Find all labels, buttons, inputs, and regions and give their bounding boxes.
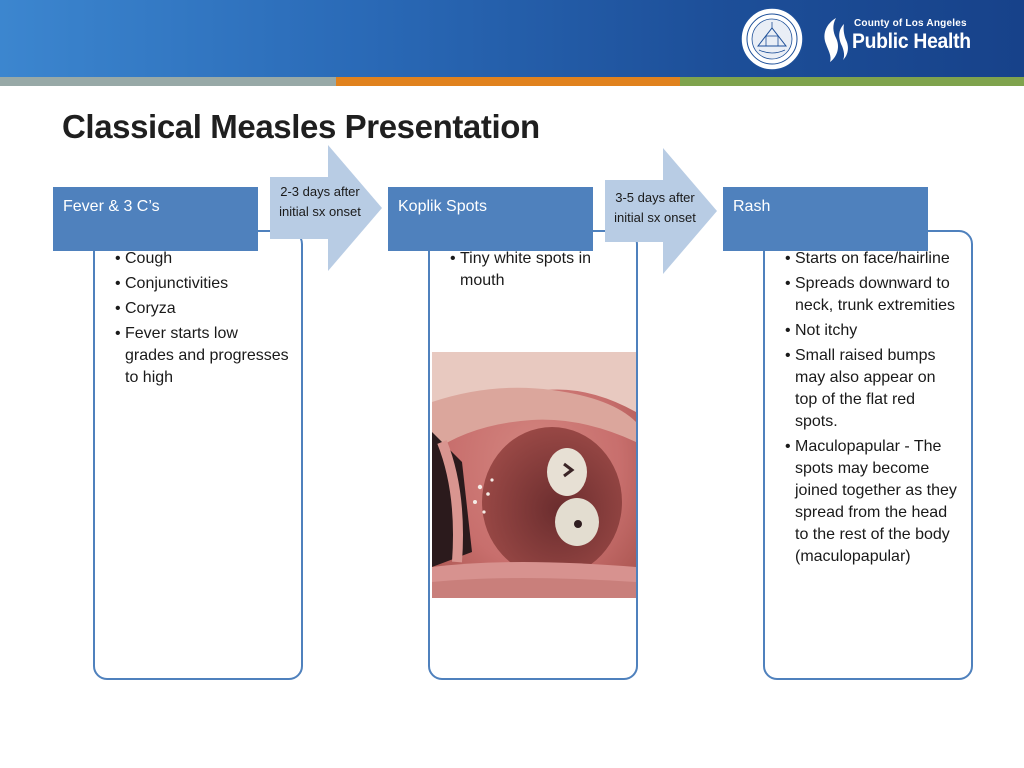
stage-2-header: Koplik Spots (388, 187, 593, 251)
list-item: • Conjunctivities (115, 275, 229, 292)
org-name: Public Health (852, 30, 971, 53)
org-prefix: County of Los Angeles (854, 18, 967, 29)
stage-3-content-box: • Starts on face/hairline • Spreads downwa… (763, 230, 973, 680)
list-item: • Not itchy (785, 322, 858, 339)
list-item: • Cough (115, 250, 173, 267)
list-item: • Coryza (115, 300, 176, 317)
header-banner (0, 0, 1024, 77)
list-item: • Spreads downward to neck, trunk extremi… (785, 275, 956, 314)
mouth-photo (432, 352, 636, 598)
arrow-1-icon (270, 145, 382, 271)
list-item: • Tiny white spots in mouth (450, 250, 592, 289)
swoosh-icon (824, 18, 848, 62)
header-stripe-green (680, 77, 1024, 86)
header-stripe-gray (0, 77, 336, 86)
stage-3-bullets: • Starts on face/hairline • Spreads downwa… (765, 232, 971, 568)
public-health-logo: County of Los Angeles Public Health (818, 14, 988, 66)
list-item: • Fever starts low grades and progresses … (115, 325, 289, 386)
stage-1-content-box: • Cough • Conjunctivities • Coryza • Fever s… (93, 230, 303, 680)
county-seal-icon (740, 7, 804, 71)
list-item: • Maculopapular - The spots may become jo… (785, 438, 957, 565)
transition-2-label: 3-5 days after initial sx onset (614, 190, 696, 225)
page-title: Classical Measles Presentation (62, 108, 540, 145)
transition-1-label: 2-3 days after initial sx onset (279, 184, 361, 219)
header-stripe-orange (336, 77, 680, 86)
stage-1-header: Fever & 3 C’s (53, 187, 258, 251)
list-item: • Small raised bumps may also appear on t… (785, 347, 936, 430)
stage-2-bullets: • Tiny white spots in mouth (430, 232, 636, 292)
stage-3-header: Rash (723, 187, 928, 251)
arrow-2-icon (605, 148, 717, 274)
list-item: • Starts on face/hairline (785, 250, 950, 267)
stage-1-bullets: • Cough • Conjunctivities • Coryza • Fever s… (95, 232, 301, 389)
